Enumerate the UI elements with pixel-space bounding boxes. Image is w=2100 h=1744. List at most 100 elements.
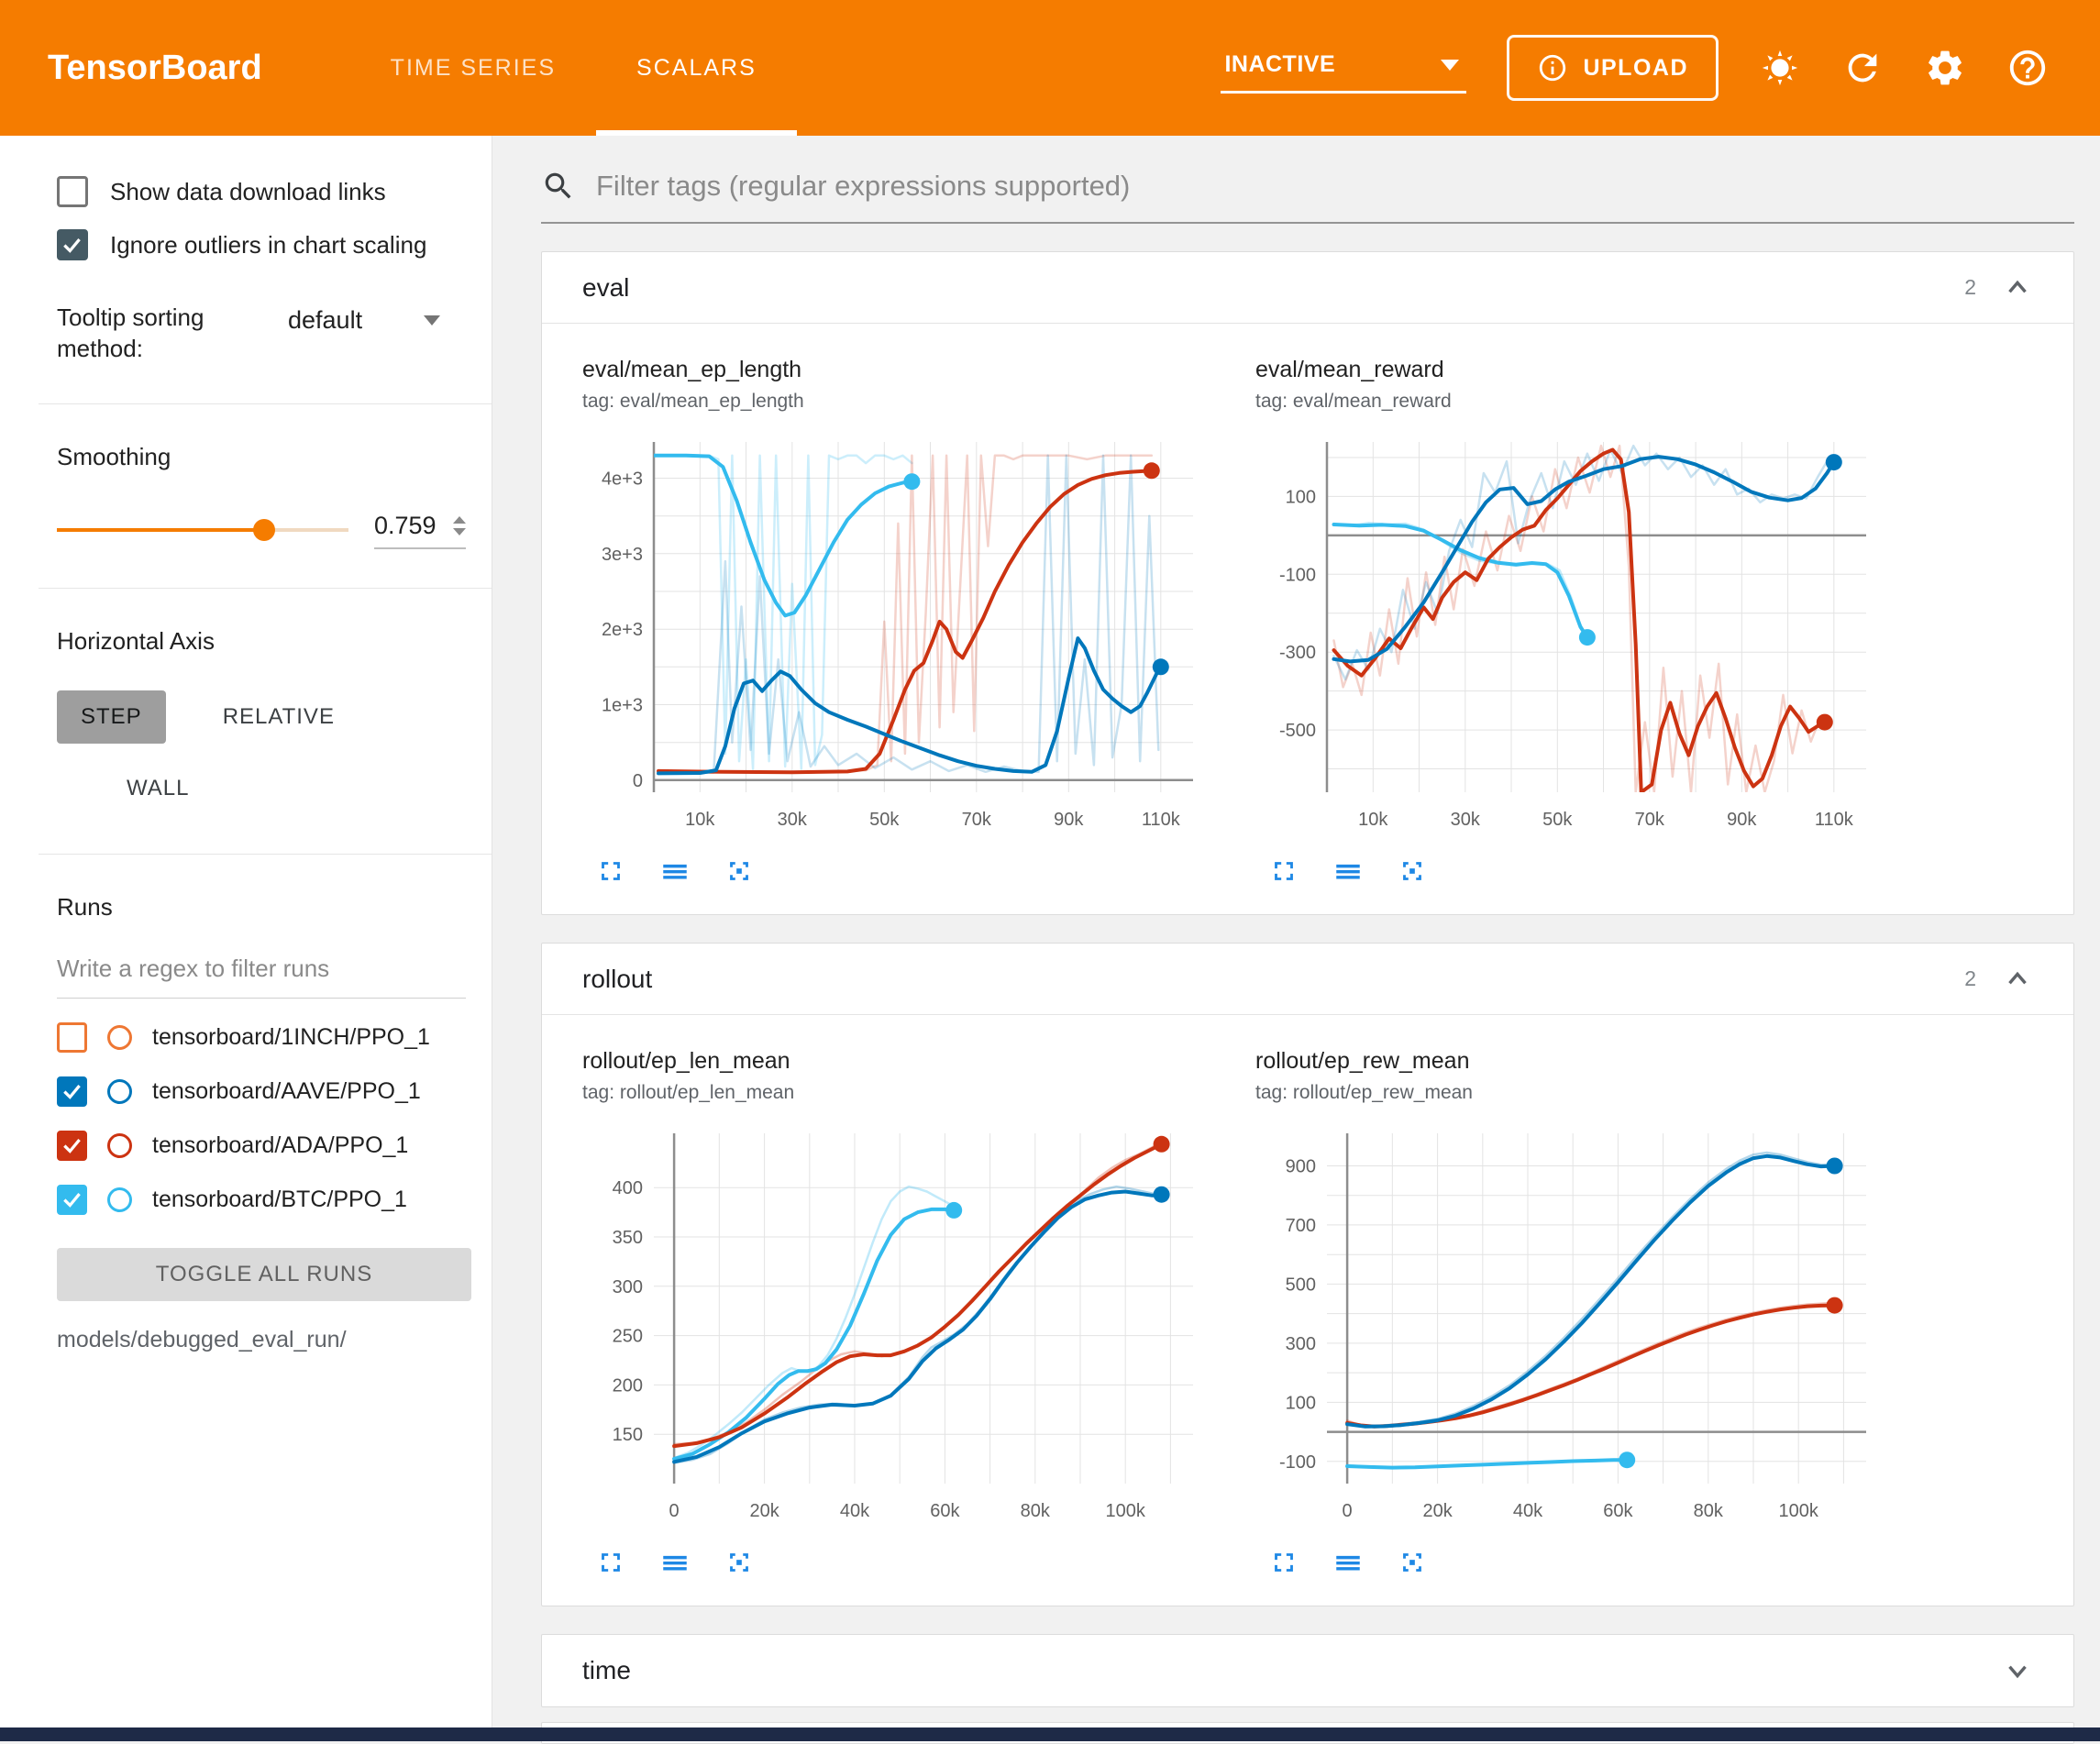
run-row-ada[interactable]: tensorboard/ADA/PPO_1	[57, 1130, 468, 1161]
smoothing-label: Smoothing	[57, 442, 171, 470]
svg-text:2e+3: 2e+3	[602, 620, 643, 640]
run-color-dot	[107, 1078, 132, 1104]
app-header: TensorBoard TIME SERIES SCALARS INACTIVE…	[0, 0, 2100, 136]
fit-domain-icon[interactable]	[1397, 1547, 1428, 1578]
svg-text:350: 350	[613, 1228, 643, 1248]
tooltip-sorting-select[interactable]: default	[288, 306, 440, 340]
data-table-icon[interactable]	[659, 1547, 691, 1578]
run-color-dot	[107, 1132, 132, 1158]
chart-title: eval/mean_reward	[1255, 357, 1444, 382]
chevron-up-icon[interactable]	[2002, 272, 2033, 304]
fit-domain-icon[interactable]	[724, 1547, 755, 1578]
section-body-eval: eval/mean_ep_length tag: eval/mean_ep_le…	[542, 324, 2073, 914]
smoothing-slider[interactable]	[57, 519, 348, 542]
section-title: rollout	[582, 964, 653, 993]
upload-label: UPLOAD	[1583, 54, 1688, 81]
run-color-dot	[107, 1024, 132, 1050]
run-row-btc[interactable]: tensorboard/BTC/PPO_1	[57, 1184, 468, 1215]
svg-text:-300: -300	[1279, 643, 1316, 663]
upload-button[interactable]: UPLOAD	[1507, 35, 1719, 101]
section-header-time[interactable]: time	[542, 1635, 2073, 1706]
fit-domain-icon[interactable]	[724, 855, 755, 887]
data-table-icon[interactable]	[1332, 855, 1364, 887]
line-chart[interactable]: 0 20k 40k 60k 80k 100k -100 100 300 500 700 900	[1255, 1119, 1903, 1536]
svg-text:90k: 90k	[1054, 810, 1084, 830]
caret-down-icon	[424, 315, 440, 326]
chevron-up-icon[interactable]	[2002, 964, 2033, 995]
run-checkbox-aave[interactable]	[57, 1076, 87, 1107]
line-chart[interactable]: 10k 30k 50k 70k 90k 110k -500 -300 -100 100	[1255, 427, 1903, 844]
brightness-icon[interactable]	[1759, 47, 1801, 89]
show-download-links-row[interactable]: Show data download links	[57, 176, 468, 207]
smoothing-value: 0.759	[374, 511, 437, 539]
run-row-aave[interactable]: tensorboard/AAVE/PPO_1	[57, 1076, 468, 1107]
expand-chart-icon[interactable]	[1268, 855, 1299, 887]
svg-text:300: 300	[613, 1277, 643, 1297]
section-header-eval[interactable]: eval 2	[542, 252, 2073, 324]
help-icon[interactable]	[2006, 47, 2049, 89]
section-header-rollout[interactable]: rollout 2	[542, 944, 2073, 1015]
runs-heading: Runs	[57, 892, 113, 921]
svg-text:300: 300	[1286, 1334, 1316, 1354]
svg-text:90k: 90k	[1727, 810, 1757, 830]
ignore-outliers-label: Ignore outliers in chart scaling	[110, 230, 427, 259]
chart-title: rollout/ep_len_mean	[582, 1048, 790, 1074]
chevron-down-icon[interactable]	[2002, 1655, 2033, 1686]
status-dropdown[interactable]: INACTIVE	[1221, 42, 1467, 94]
settings-gear-icon[interactable]	[1924, 47, 1966, 89]
line-chart[interactable]: 10k 30k 50k 70k 90k 110k 0 1e+3 2e+3 3e+3 4e+3	[582, 427, 1230, 844]
svg-text:50k: 50k	[869, 810, 900, 830]
svg-text:3e+3: 3e+3	[602, 545, 643, 565]
toggle-all-runs-button[interactable]: TOGGLE ALL RUNS	[57, 1247, 471, 1301]
run-row-1inch[interactable]: tensorboard/1INCH/PPO_1	[57, 1021, 468, 1053]
axis-wall-button[interactable]: WALL	[127, 775, 190, 800]
section-card-rollout: rollout 2 rollout/ep_len_mean tag: rollo…	[541, 943, 2074, 1606]
filter-tags-row	[541, 169, 2074, 224]
axis-step-button[interactable]: STEP	[57, 690, 166, 744]
run-checkbox-1inch[interactable]	[57, 1021, 87, 1053]
ignore-outliers-row[interactable]: Ignore outliers in chart scaling	[57, 229, 468, 260]
show-download-links-checkbox[interactable]	[57, 176, 88, 207]
header-right: INACTIVE UPLOAD	[1221, 0, 2049, 136]
show-download-links-label: Show data download links	[110, 177, 386, 205]
chart-toolbar	[1255, 855, 1903, 887]
stepper-down-icon[interactable]	[453, 527, 466, 535]
expand-chart-icon[interactable]	[1268, 1547, 1299, 1578]
horizontal-axis-label: Horizontal Axis	[57, 626, 215, 655]
smoothing-slider-thumb[interactable]	[252, 519, 275, 542]
run-checkbox-ada[interactable]	[57, 1130, 87, 1161]
svg-text:100k: 100k	[1779, 1501, 1819, 1521]
svg-text:-500: -500	[1279, 721, 1316, 741]
svg-text:10k: 10k	[1358, 810, 1388, 830]
filter-tags-input[interactable]	[596, 170, 2074, 203]
ignore-outliers-checkbox[interactable]	[57, 229, 88, 260]
chart-tag: tag: eval/mean_reward	[1255, 391, 1452, 412]
fit-domain-icon[interactable]	[1397, 855, 1428, 887]
status-label: INACTIVE	[1224, 51, 1336, 77]
axis-options-row2: WALL	[57, 762, 468, 815]
runs-filter-input[interactable]	[57, 946, 466, 999]
number-stepper[interactable]	[453, 515, 466, 535]
tab-time-series[interactable]: TIME SERIES	[390, 54, 557, 81]
chart-tag: tag: eval/mean_ep_length	[582, 391, 804, 412]
section-title: time	[582, 1656, 631, 1684]
svg-text:150: 150	[613, 1425, 643, 1445]
tab-scalars[interactable]: SCALARS	[596, 0, 797, 136]
data-table-icon[interactable]	[659, 855, 691, 887]
expand-chart-icon[interactable]	[595, 1547, 626, 1578]
svg-text:60k: 60k	[930, 1501, 960, 1521]
data-table-icon[interactable]	[1332, 1547, 1364, 1578]
settings-sidebar: Show data download links Ignore outliers…	[0, 136, 492, 1741]
axis-relative-button[interactable]: RELATIVE	[222, 703, 335, 729]
refresh-icon[interactable]	[1841, 47, 1884, 89]
chart-block-mean-reward: eval/mean_reward tag: eval/mean_reward 1…	[1255, 357, 1903, 887]
smoothing-value-field[interactable]: 0.759	[374, 512, 466, 549]
run-checkbox-btc[interactable]	[57, 1184, 87, 1215]
line-chart[interactable]: 0 20k 40k 60k 80k 100k 150 200 250 300 350 400	[582, 1119, 1230, 1536]
stepper-up-icon[interactable]	[453, 515, 466, 524]
chart-block-ep-rew-mean: rollout/ep_rew_mean tag: rollout/ep_rew_…	[1255, 1048, 1903, 1578]
expand-chart-icon[interactable]	[595, 855, 626, 887]
svg-text:500: 500	[1286, 1275, 1316, 1295]
section-card-time: time	[541, 1634, 2074, 1707]
svg-text:70k: 70k	[962, 810, 992, 830]
